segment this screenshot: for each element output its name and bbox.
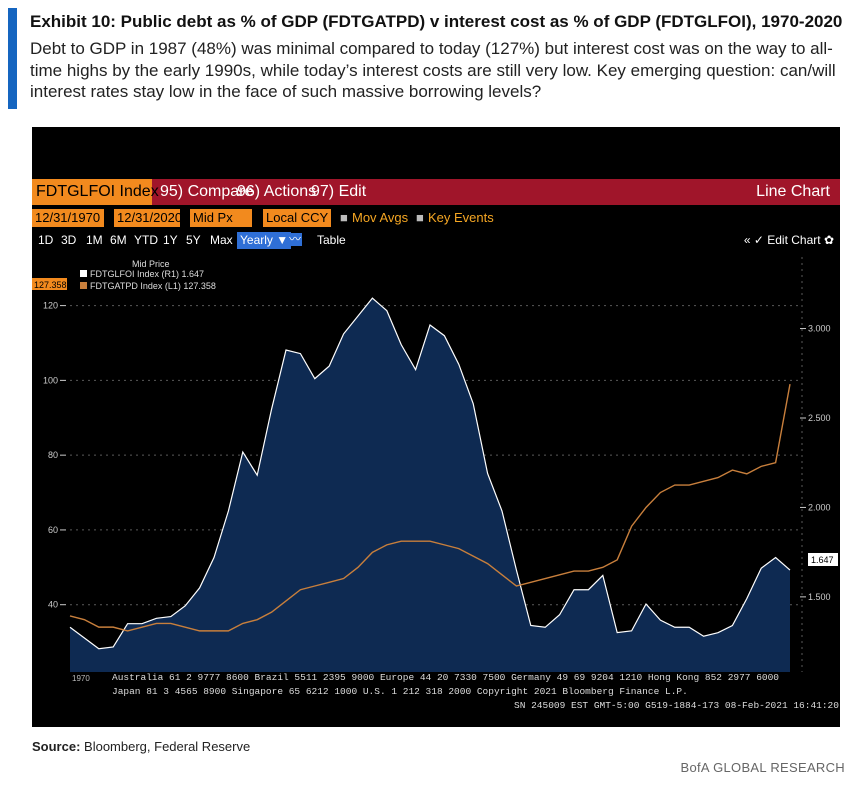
chart-type-label[interactable]: Line Chart <box>756 183 830 200</box>
legend-item-fdtgatpd: FDTGATPD Index (L1) 127.358 <box>90 281 216 291</box>
chart-style-icon[interactable]: 〰 <box>288 232 302 246</box>
left-tick-label: 120 <box>43 301 58 311</box>
currency-field[interactable]: Local CCY <box>263 209 331 227</box>
period-1y[interactable]: 1Y <box>163 233 178 247</box>
period-5y[interactable]: 5Y <box>186 233 201 247</box>
legend-item-fdtglfoi: FDTGLFOI Index (R1) 1.647 <box>90 269 204 279</box>
legend-title: Mid Price <box>132 259 170 269</box>
left-tick-label: 80 <box>48 450 58 460</box>
left-tick-label: 40 <box>48 600 58 610</box>
period-3d[interactable]: 3D <box>61 233 77 247</box>
fdtgatpd-line <box>69 383 791 632</box>
right-last-value-badge <box>808 553 838 566</box>
actions-button[interactable]: 96) Actions <box>237 183 317 200</box>
controls-row: 12/31/1970 12/31/2020 Mid Px Local CCY ■… <box>32 207 840 229</box>
footer-line-1: Australia 61 2 9777 8600 Brazil 5511 239… <box>112 672 780 683</box>
table-button[interactable]: Table <box>317 233 346 247</box>
right-tick-label: 2.500 <box>808 413 831 423</box>
index-field[interactable]: FDTGLFOI Index <box>32 179 159 205</box>
right-tick-label: 3.000 <box>808 324 831 334</box>
compare-button[interactable]: 95) Compare <box>160 183 254 200</box>
mov-avgs-button[interactable]: Mov Avgs <box>352 210 409 225</box>
key-events-checkbox-icon[interactable]: ■ <box>416 210 424 225</box>
bloomberg-terminal: FDTGLFOI Index 95) Compare 96) Actions 9… <box>32 127 840 727</box>
edit-button[interactable]: 97) Edit <box>311 183 367 200</box>
period-row: 1D 3D 1M 6M YTD 1Y 5Y Max Yearly ▼ 〰 Tab… <box>32 230 840 250</box>
period-1m[interactable]: 1M <box>86 233 103 247</box>
left-tick-label: 100 <box>43 375 58 385</box>
chart-area: 40 60 80 100 120 1.500 2.000 2.500 3.000 Mid Pr… <box>32 257 838 683</box>
period-6m[interactable]: 6M <box>110 233 127 247</box>
left-tick-label: 60 <box>48 525 58 535</box>
footer-line-2: Japan 81 3 4565 8900 Singapore 65 6212 1… <box>112 686 688 697</box>
period-max[interactable]: Max <box>210 233 233 247</box>
end-date-field[interactable]: 12/31/2020 <box>114 209 182 227</box>
mov-avgs-checkbox-icon[interactable]: ■ <box>340 210 348 225</box>
source-text: Bloomberg, Federal Reserve <box>84 739 251 754</box>
exhibit-title: Exhibit 10: Public debt as % of GDP (FDT… <box>30 12 843 31</box>
source-note: Source: Bloomberg, Federal Reserve <box>32 739 250 754</box>
left-last-value-label: 127.358 <box>34 280 67 290</box>
left-last-value-badge <box>32 278 67 290</box>
period-ytd[interactable]: YTD <box>134 233 158 247</box>
edit-chart-button[interactable]: « ✓ Edit Chart ✿ <box>743 233 834 247</box>
legend-swatch-fdtgatpd <box>80 282 87 289</box>
brand-label: BofA GLOBAL RESEARCH <box>680 760 845 775</box>
x-tick-label: 1970 <box>72 674 90 683</box>
source-label: Source: <box>32 739 81 754</box>
right-tick-label: 1.500 <box>808 592 831 602</box>
right-last-value-label: 1.647 <box>811 555 834 565</box>
fdtglfoi-area <box>70 298 790 672</box>
price-field[interactable]: Mid Px <box>190 209 252 227</box>
fdtglfoi-line <box>69 297 791 650</box>
exhibit-subtitle: Debt to GDP in 1987 (48%) was minimal co… <box>30 39 836 101</box>
frequency-dropdown[interactable]: Yearly ▼ <box>237 232 292 249</box>
footer-line-3: SN 245009 EST GMT-5:00 G519-1884-173 08-… <box>514 700 839 711</box>
toolbar: FDTGLFOI Index 95) Compare 96) Actions 9… <box>32 179 840 205</box>
accent-bar <box>8 8 17 109</box>
period-1d[interactable]: 1D <box>38 233 54 247</box>
legend-swatch-fdtglfoi <box>80 270 87 277</box>
right-tick-label: 2.000 <box>808 502 831 512</box>
key-events-button[interactable]: Key Events <box>428 210 494 225</box>
start-date-field[interactable]: 12/31/1970 <box>32 209 104 227</box>
